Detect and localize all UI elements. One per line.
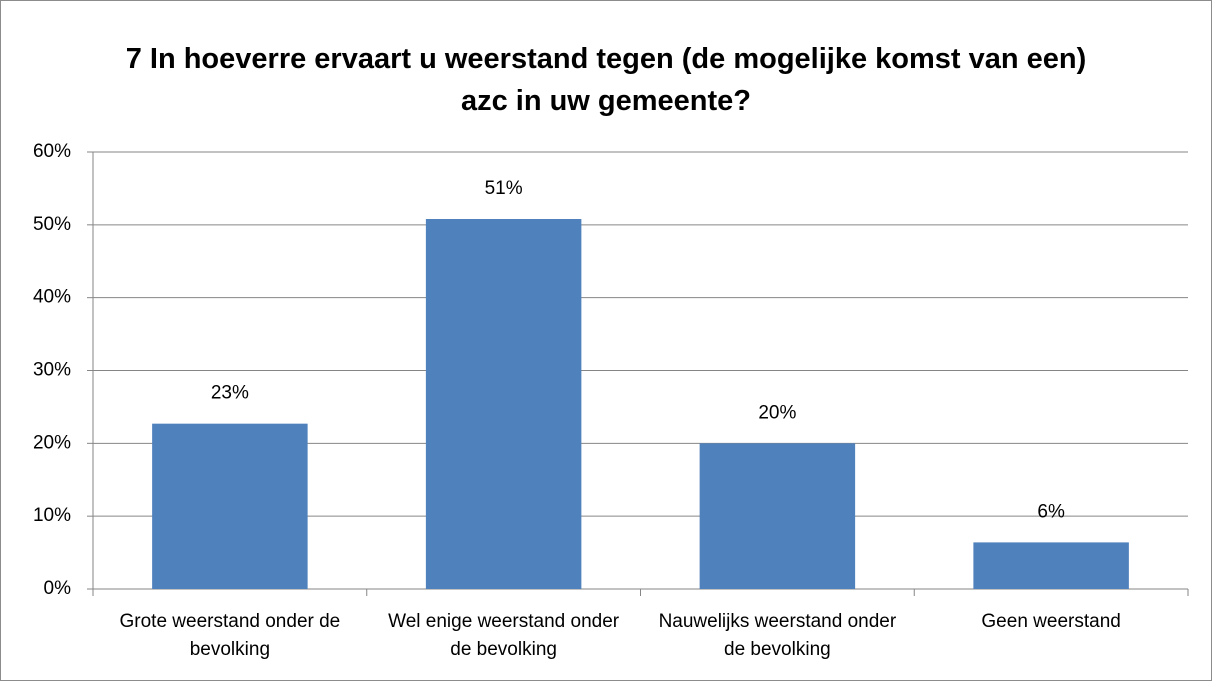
bar	[973, 542, 1129, 589]
chart-title: 7 In hoeverre ervaart u weerstand tegen …	[125, 43, 1087, 117]
bar	[425, 219, 582, 590]
y-tick-label: 40%	[33, 287, 71, 308]
y-tick-label: 60%	[33, 141, 71, 162]
data-label: 6%	[1037, 501, 1065, 522]
x-tick-label: Wel enige weerstand onder de bevolking	[388, 611, 620, 660]
bar	[699, 443, 856, 589]
data-label: 20%	[758, 402, 796, 423]
y-tick-label: 20%	[33, 432, 71, 453]
x-tick-label: Nauwelijks weerstand onder de bevolking	[658, 611, 897, 660]
data-label: 23%	[211, 383, 249, 404]
data-label: 51%	[485, 178, 523, 199]
bar	[152, 423, 308, 589]
y-tick-label: 50%	[33, 214, 71, 235]
y-tick-label: 30%	[33, 360, 71, 381]
y-tick-label: 0%	[44, 578, 72, 599]
x-tick-label: Grote weerstand onder de bevolking	[119, 611, 341, 660]
x-tick-label: Geen weerstand	[981, 611, 1121, 632]
y-tick-label: 10%	[33, 505, 71, 526]
